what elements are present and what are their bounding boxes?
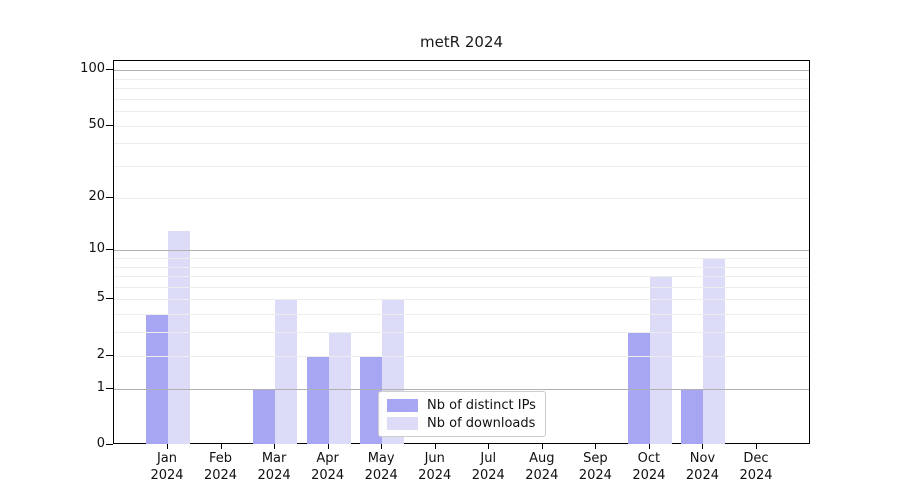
x-tick-label: Sep 2024 [578,451,612,483]
y-tick-label: 50 [88,116,105,132]
y-gridline-minor [114,79,809,80]
y-tick-mark [106,196,113,198]
y-tick-mark [106,69,113,71]
x-tick-label: Aug 2024 [525,451,559,483]
x-tick-label: Jun 2024 [418,451,452,483]
y-gridline-minor [114,267,809,268]
bar-downloads [168,230,190,444]
bar-distinct-ips [253,388,276,444]
y-tick-label: 100 [80,61,105,77]
x-tick-mark [434,444,436,449]
x-tick-label: Feb 2024 [203,451,238,483]
y-gridline-minor [114,299,809,300]
x-tick-mark [756,444,757,449]
x-tick-label: Mar 2024 [257,451,291,483]
x-tick-mark [648,444,650,449]
x-tick-label: Oct 2024 [632,451,666,483]
y-gridline-minor [114,166,809,167]
x-tick-label: Apr 2024 [311,451,345,483]
x-tick-mark [702,444,704,449]
legend: Nb of distinct IPs Nb of downloads [378,391,546,437]
y-tick-mark [106,249,113,251]
y-tick-mark [106,444,113,445]
bar-downloads [649,276,672,444]
bar-distinct-ips [146,314,168,444]
x-tick-label: May 2024 [364,451,398,483]
y-gridline-major [114,250,809,251]
legend-label-downloads: Nb of downloads [427,415,536,431]
x-tick-label: Jan 2024 [150,451,184,483]
y-gridline-minor [114,126,809,127]
bar-distinct-ips [360,355,383,444]
bar-distinct-ips [627,332,650,444]
legend-item-downloads: Nb of downloads [387,414,537,432]
plot-area [113,60,810,444]
legend-label-distinct-ips: Nb of distinct IPs [427,397,536,413]
y-tick-label: 0 [96,436,105,451]
y-gridline-minor [114,314,809,315]
y-tick-mark [106,124,113,126]
y-tick-label: 10 [88,241,105,257]
bar-distinct-ips [681,388,704,444]
y-tick-label: 20 [88,188,105,204]
x-tick-mark [541,444,543,449]
y-gridline-minor [114,287,809,288]
legend-swatch-downloads [387,416,418,430]
y-gridline-minor [114,356,809,357]
y-tick-label: 2 [96,346,105,362]
legend-item-distinct-ips: Nb of distinct IPs [387,396,537,414]
y-gridline-minor [114,99,809,100]
y-tick-mark [106,354,113,356]
y-tick-mark [106,387,113,389]
bar-downloads [328,332,351,444]
y-tick-label: 1 [96,379,105,395]
x-tick-mark [167,444,168,449]
y-gridline-minor [114,143,809,144]
bar-distinct-ips [306,355,329,444]
y-tick-mark [106,298,113,300]
x-tick-label: Dec 2024 [739,451,773,483]
y-gridline-major [114,389,809,390]
chart-title: metR 2024 [419,33,504,51]
x-tick-label: Nov 2024 [685,451,719,483]
x-tick-mark [595,444,597,449]
x-tick-mark [274,444,276,449]
y-gridline-minor [114,276,809,277]
x-tick-label: Jul 2024 [471,451,505,483]
x-tick-mark [327,444,329,449]
x-tick-mark [488,444,490,449]
y-tick-label: 5 [96,290,105,306]
y-gridline-minor [114,88,809,89]
y-gridline-minor [114,198,809,199]
bar-downloads [275,299,298,444]
y-gridline-minor [114,258,809,259]
y-gridline-minor [114,332,809,333]
x-tick-mark [381,444,383,449]
y-gridline-major [114,70,809,71]
y-gridline-minor [114,111,809,112]
x-tick-mark [220,444,222,449]
bar-downloads [703,258,726,444]
legend-swatch-distinct-ips [387,398,418,412]
